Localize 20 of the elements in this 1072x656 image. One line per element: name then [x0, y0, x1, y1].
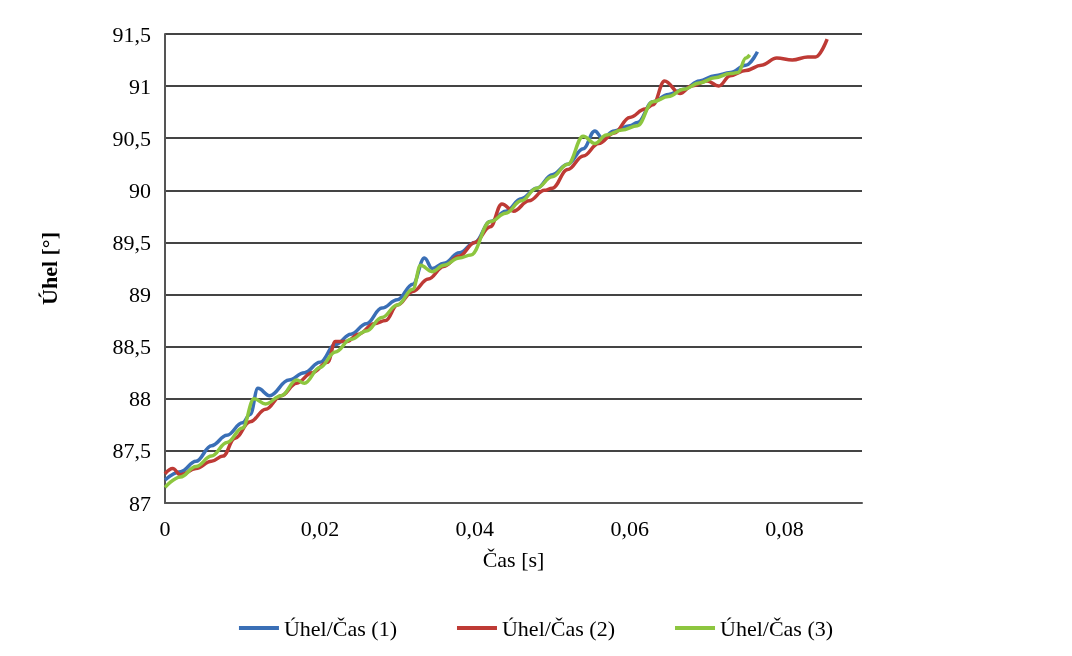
- y-tick-label: 91: [129, 73, 151, 99]
- y-tick-label: 90: [129, 177, 151, 203]
- y-tick-label: 87,5: [112, 438, 151, 464]
- y-tick-label: 89: [129, 282, 151, 308]
- x-tick-label: 0,02: [300, 515, 340, 541]
- y-tick-label: 87: [129, 490, 151, 516]
- y-tick-label: 88,5: [112, 334, 151, 360]
- x-axis-title: Čas [s]: [482, 546, 545, 572]
- legend-label: Úhel/Čas (2): [501, 615, 616, 641]
- x-tick-label: 0,06: [610, 515, 649, 541]
- y-tick-label: 91,5: [112, 21, 151, 47]
- y-tick-label: 90,5: [112, 125, 151, 151]
- y-tick-label: 88: [129, 386, 151, 412]
- x-tick-label: 0: [159, 515, 171, 541]
- y-axis-title: Úhel [°]: [36, 232, 62, 305]
- legend-label: Úhel/Čas (1): [283, 615, 397, 641]
- legend-label: Úhel/Čas (3): [720, 615, 834, 641]
- x-tick-label: 0,08: [765, 515, 804, 541]
- y-tick-label: 89,5: [112, 229, 151, 255]
- x-tick-label: 0,04: [455, 515, 495, 541]
